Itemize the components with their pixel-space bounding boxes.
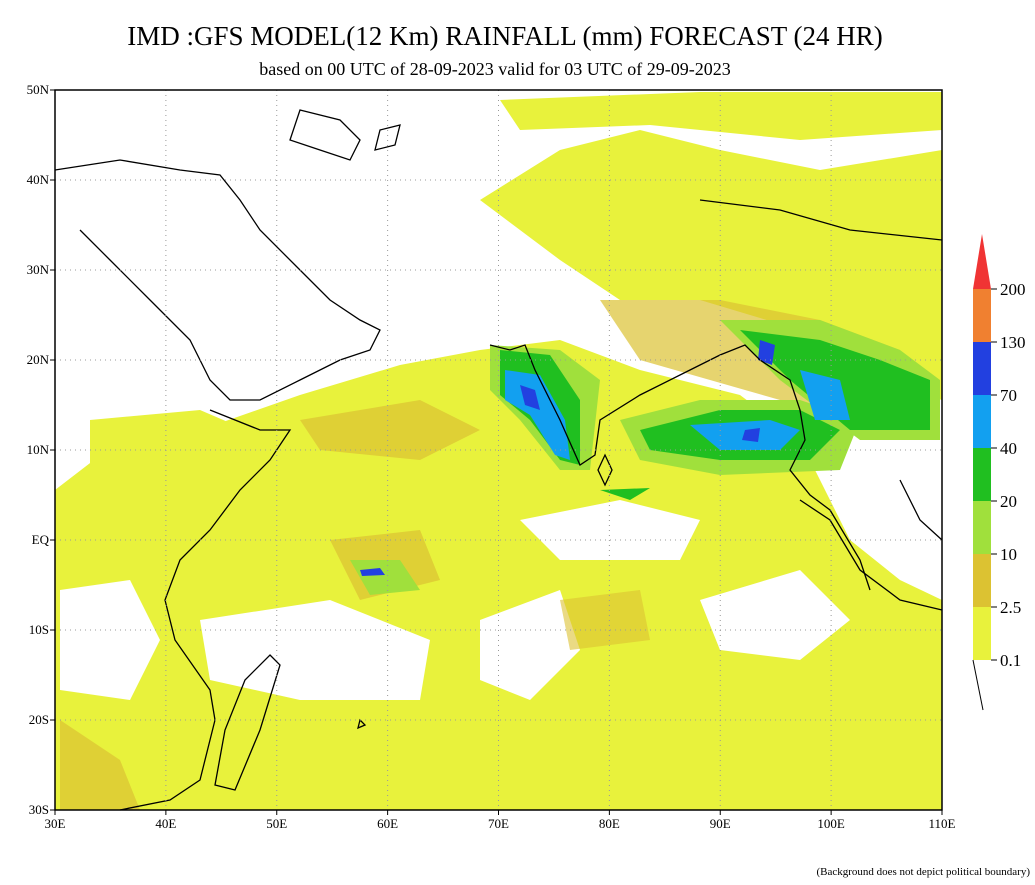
y-tick-label: 40N bbox=[27, 172, 50, 187]
x-tick-label: 110E bbox=[929, 816, 956, 831]
colorbar-label: 10 bbox=[1000, 545, 1017, 564]
colorbar-label: 200 bbox=[1000, 280, 1026, 299]
y-tick-label: 50N bbox=[27, 82, 50, 97]
colorbar-label: 20 bbox=[1000, 492, 1017, 511]
x-tick-label: 80E bbox=[599, 816, 620, 831]
colorbar-segment bbox=[973, 289, 991, 342]
y-tick-label: 10S bbox=[29, 622, 49, 637]
x-tick-label: 90E bbox=[710, 816, 731, 831]
colorbar-segment bbox=[973, 554, 991, 607]
colorbar-label: 130 bbox=[1000, 333, 1026, 352]
colorbar-label: 70 bbox=[1000, 386, 1017, 405]
y-tick-label: 20N bbox=[27, 352, 50, 367]
rainfall-field bbox=[55, 92, 942, 810]
map-frame bbox=[54, 89, 943, 811]
colorbar-segment bbox=[973, 395, 991, 448]
footnote: (Background does not depict political bo… bbox=[816, 866, 1030, 878]
y-tick-label: 30S bbox=[29, 802, 49, 817]
x-tick-label: 30E bbox=[45, 816, 66, 831]
y-tick-label: EQ bbox=[32, 532, 50, 547]
y-tick-label: 20S bbox=[29, 712, 49, 727]
colorbar-segment bbox=[973, 448, 991, 501]
map-subtitle: based on 00 UTC of 28-09-2023 valid for … bbox=[259, 59, 730, 79]
colorbar-segment bbox=[973, 342, 991, 395]
x-tick-label: 40E bbox=[155, 816, 176, 831]
colorbar-extension bbox=[973, 234, 991, 289]
axes: 30E 40E 50E 60E 70E 80E 90E 100E 110E 50N 40N 30N 20… bbox=[27, 82, 956, 831]
colorbar-label: 2.5 bbox=[1000, 598, 1021, 617]
colorbar-segment bbox=[973, 501, 991, 554]
y-tick-label: 30N bbox=[27, 262, 50, 277]
colorbar-pointer bbox=[972, 659, 984, 711]
x-tick-label: 50E bbox=[266, 816, 287, 831]
colorbar-label: 40 bbox=[1000, 439, 1017, 458]
colorbar-segment bbox=[973, 607, 991, 660]
y-tick-label: 10N bbox=[27, 442, 50, 457]
x-tick-label: 100E bbox=[817, 816, 845, 831]
x-tick-label: 70E bbox=[488, 816, 509, 831]
x-tick-label: 60E bbox=[377, 816, 398, 831]
colorbar: 0.1 2.5 10 20 40 70 130 200 bbox=[972, 234, 1026, 711]
map-title: IMD :GFS MODEL(12 Km) RAINFALL (mm) FORE… bbox=[127, 21, 883, 51]
colorbar-label: 0.1 bbox=[1000, 651, 1021, 670]
